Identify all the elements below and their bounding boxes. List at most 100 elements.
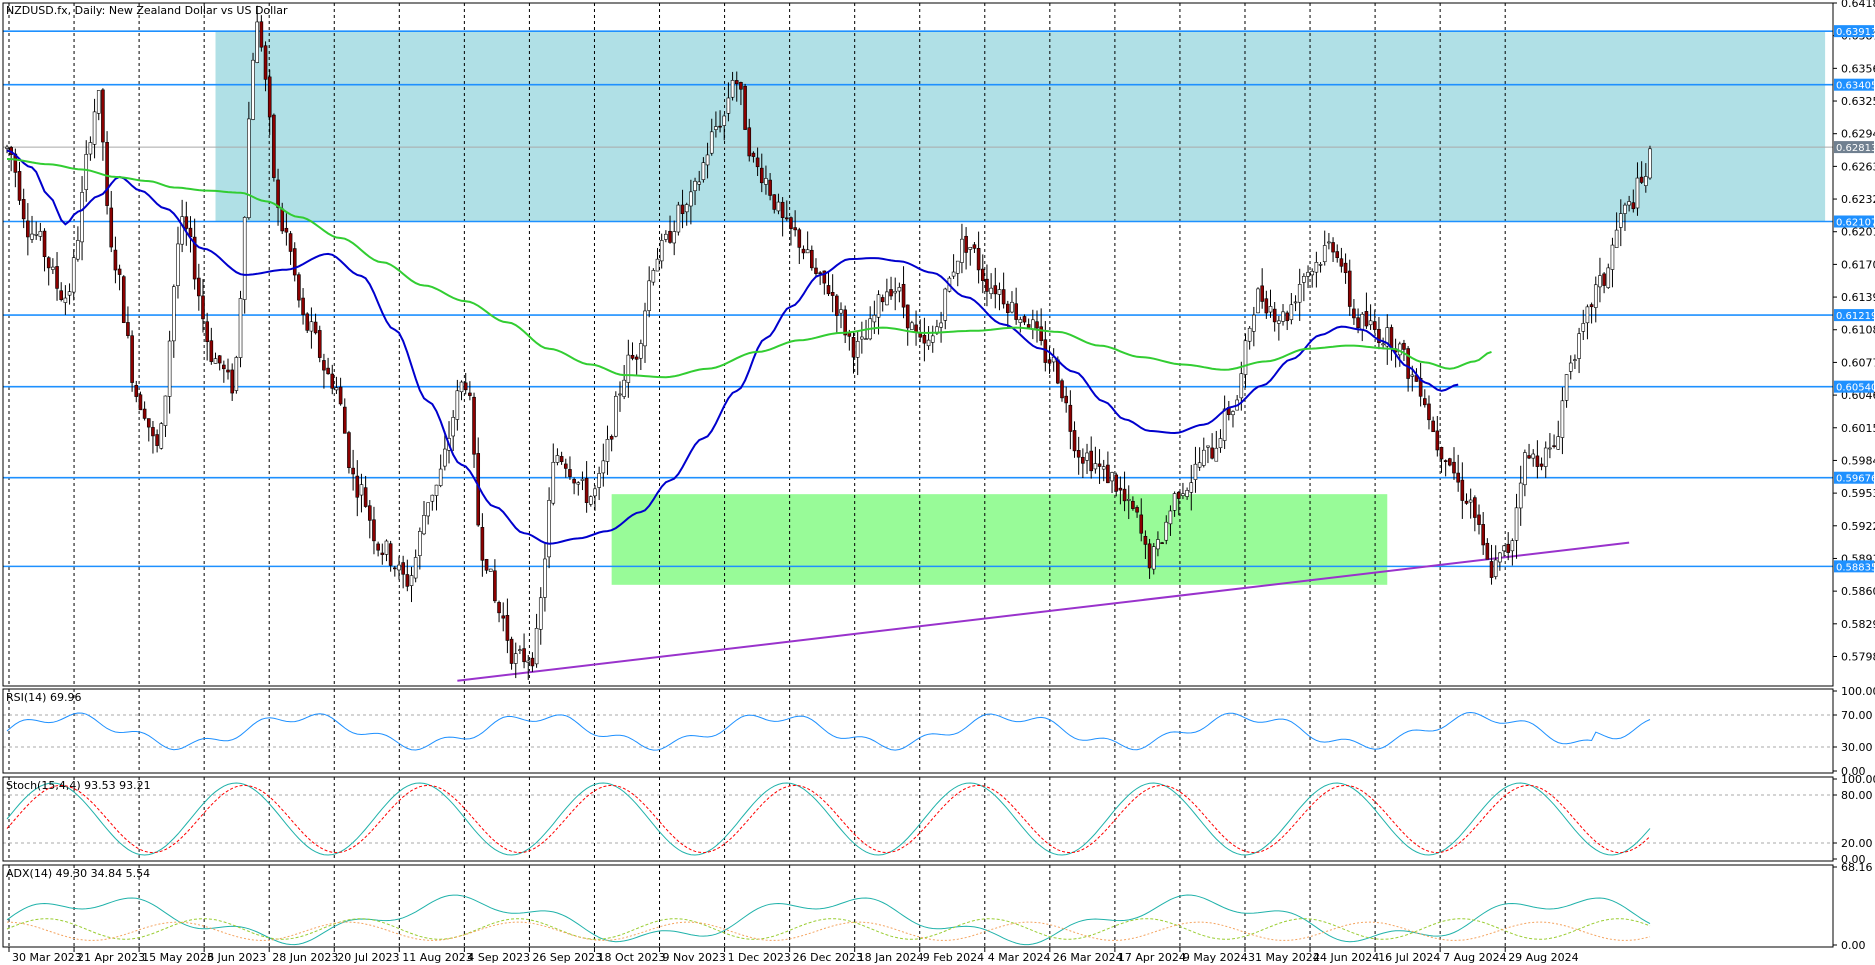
- bull-candle: [1297, 284, 1302, 303]
- bear-candle: [1552, 445, 1556, 448]
- bear-candle: [1602, 273, 1606, 286]
- bull-candle: [876, 294, 881, 318]
- bear-candle: [468, 392, 472, 396]
- bear-candle: [301, 297, 305, 315]
- bear-candle: [1331, 242, 1335, 253]
- bull-candle: [5, 146, 9, 149]
- bear-candle: [155, 434, 159, 446]
- bear-candle: [739, 82, 743, 90]
- bull-candle: [1252, 314, 1256, 332]
- bull-candle: [1018, 319, 1023, 323]
- date-label: 21 Apr 2023: [77, 951, 145, 964]
- price-tick-label: 0.59530: [1841, 487, 1875, 500]
- bull-candle: [614, 395, 618, 437]
- bear-candle: [1060, 380, 1064, 399]
- bull-candle: [1585, 306, 1590, 324]
- bull-candle: [513, 653, 518, 664]
- level-tag: [1834, 215, 1874, 228]
- adx-panel-frame: [2, 864, 1834, 948]
- bull-candle: [526, 660, 531, 663]
- bull-candle: [1577, 333, 1581, 359]
- bear-candle: [922, 334, 927, 344]
- bull-candle: [1193, 463, 1198, 480]
- bull-candle: [1126, 499, 1131, 501]
- bear-candle: [1260, 285, 1264, 302]
- bear-candle: [1335, 251, 1340, 259]
- bear-candle: [1210, 447, 1214, 459]
- price-tick-label: 0.59220: [1841, 520, 1875, 533]
- bull-candle: [1231, 411, 1235, 416]
- level-tag-label: 0.61219: [1836, 311, 1875, 322]
- bear-candle: [1539, 463, 1544, 467]
- date-label: 15 May 2023: [142, 951, 214, 964]
- bear-candle: [1423, 398, 1427, 406]
- bear-candle: [363, 487, 368, 507]
- bear-candle: [1097, 463, 1102, 467]
- bear-candle: [405, 574, 410, 587]
- bear-candle: [26, 220, 30, 238]
- price-tick-label: 0.58290: [1841, 618, 1875, 631]
- date-label: 31 May 2024: [1248, 951, 1320, 964]
- adx-main-line: [6, 894, 1651, 946]
- bull-candle: [384, 540, 389, 555]
- bear-candle: [1014, 303, 1018, 320]
- bear-candle: [1056, 359, 1060, 384]
- bull-candle: [885, 291, 889, 306]
- bull-candle: [593, 488, 597, 497]
- bull-candle: [1573, 359, 1577, 361]
- level-tag-label: 0.62107: [1836, 217, 1875, 228]
- bull-candle: [76, 240, 80, 260]
- bear-candle: [851, 336, 856, 358]
- bear-candle: [789, 217, 793, 230]
- bull-candle: [255, 21, 259, 63]
- bull-candle: [1498, 552, 1502, 563]
- bear-candle: [1347, 270, 1352, 307]
- bear-candle: [1406, 348, 1410, 379]
- bull-candle: [426, 502, 430, 517]
- bear-candle: [1068, 404, 1073, 432]
- bear-candle: [55, 266, 59, 289]
- bear-candle: [1477, 514, 1481, 525]
- bull-candle: [1156, 539, 1160, 550]
- bear-candle: [138, 394, 143, 411]
- bear-candle: [1427, 403, 1431, 421]
- bear-candle: [1431, 420, 1435, 433]
- price-tick-label: 0.62010: [1841, 226, 1875, 239]
- moving-average-line: [6, 158, 1492, 379]
- date-label: 1 Dec 2023: [728, 951, 791, 964]
- level-tag: [1834, 309, 1874, 322]
- bull-candle: [1256, 288, 1260, 314]
- bear-candle: [1435, 430, 1440, 451]
- bull-candle: [864, 338, 868, 340]
- resistance-zone: [215, 31, 1826, 222]
- bull-candle: [651, 270, 656, 283]
- bear-candle: [367, 505, 372, 521]
- bear-candle: [985, 278, 989, 292]
- bear-candle: [46, 257, 51, 269]
- bull-candle: [488, 568, 493, 572]
- date-label: 26 Sep 2023: [532, 951, 602, 964]
- bull-candle: [451, 417, 455, 437]
- bull-candle: [247, 118, 251, 218]
- level-tag-label: 0.58835: [1836, 562, 1875, 573]
- bear-candle: [1452, 461, 1456, 474]
- bull-candle: [664, 233, 668, 240]
- bear-candle: [810, 249, 814, 269]
- bull-candle: [1293, 301, 1298, 304]
- date-label: 18 Oct 2023: [597, 951, 665, 964]
- level-tag-label: 0.63405: [1836, 81, 1875, 92]
- bull-candle: [213, 358, 218, 364]
- bull-candle: [1618, 213, 1623, 228]
- bull-candle: [1468, 499, 1473, 503]
- bear-candle: [226, 369, 230, 373]
- bull-candle: [88, 142, 93, 155]
- date-label: 20 Jul 2023: [337, 951, 399, 964]
- bull-candle: [1327, 241, 1331, 244]
- bear-candle: [501, 615, 506, 619]
- bear-candle: [1285, 312, 1289, 322]
- date-label: 6 Jun 2023: [207, 951, 266, 964]
- bull-candle: [776, 201, 781, 212]
- bear-candle: [751, 152, 756, 157]
- bull-candle: [430, 494, 435, 502]
